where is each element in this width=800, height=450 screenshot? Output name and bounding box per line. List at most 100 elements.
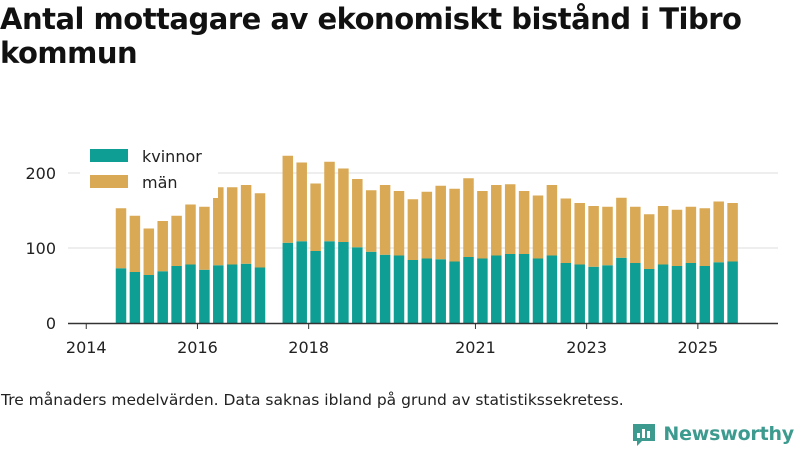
bar-kvinnor xyxy=(226,264,238,323)
bar-kvinnor xyxy=(630,263,641,323)
bar-kvinnor xyxy=(157,271,168,323)
bar-man xyxy=(199,206,210,270)
bar-kvinnor xyxy=(602,265,613,323)
bar-kvinnor xyxy=(643,269,655,323)
bar-kvinnor xyxy=(143,275,155,323)
bar-kvinnor xyxy=(393,255,405,323)
bar-man xyxy=(296,162,307,242)
bar-kvinnor xyxy=(213,265,224,323)
legend-swatch-man xyxy=(90,175,128,188)
brand-name: Newsworthy xyxy=(663,423,794,445)
bar-man xyxy=(407,199,419,260)
bar-kvinnor xyxy=(574,264,585,323)
bar-kvinnor xyxy=(282,242,294,323)
bar-kvinnor xyxy=(616,257,627,323)
bar-man xyxy=(463,178,474,257)
bar-man xyxy=(588,206,599,267)
bar-kvinnor xyxy=(518,254,530,323)
x-tick-label: 2023 xyxy=(566,338,607,357)
y-tick-label: 100 xyxy=(25,239,56,258)
bar-man xyxy=(518,191,530,254)
bar-man xyxy=(685,206,697,263)
bar-man xyxy=(671,209,683,266)
bar-man xyxy=(699,208,711,266)
bar-kvinnor xyxy=(699,266,711,323)
bar-man xyxy=(254,193,266,268)
bar-man xyxy=(226,187,238,265)
bar-man xyxy=(713,201,724,263)
legend-swatch-kvinnor xyxy=(90,149,128,162)
bar-kvinnor xyxy=(185,264,196,323)
bar-man xyxy=(213,187,224,266)
bar-man xyxy=(532,195,544,259)
bar-man xyxy=(491,185,502,256)
bar-man xyxy=(393,191,405,256)
bar-man xyxy=(324,161,335,242)
bar-chart-logo-icon xyxy=(633,424,656,446)
bar-kvinnor xyxy=(477,258,488,323)
x-tick-label: 2021 xyxy=(455,338,496,357)
bar-man xyxy=(727,203,738,262)
bar-kvinnor xyxy=(115,268,127,323)
x-tick-label: 2025 xyxy=(677,338,718,357)
bar-kvinnor xyxy=(657,264,669,323)
bar-man xyxy=(630,206,641,263)
bar-man xyxy=(602,206,613,266)
x-tick-label: 2018 xyxy=(288,338,329,357)
bar-kvinnor xyxy=(254,267,266,323)
x-tick-label: 2014 xyxy=(66,338,107,357)
legend-label-man: män xyxy=(142,173,178,192)
bar-man xyxy=(546,185,558,256)
footnote: Tre månaders medelvärden. Data saknas ib… xyxy=(1,391,624,409)
legend-label-kvinnor: kvinnor xyxy=(142,147,202,166)
y-tick-label: 0 xyxy=(46,314,56,333)
bar-kvinnor xyxy=(504,254,516,323)
bar-man xyxy=(657,206,669,265)
brand[interactable]: Newsworthy xyxy=(631,419,794,449)
bar-man xyxy=(338,168,349,242)
bar-kvinnor xyxy=(463,257,474,323)
bar-man xyxy=(282,155,294,243)
bar-man xyxy=(421,191,433,259)
bar-kvinnor xyxy=(449,261,460,323)
bar-kvinnor xyxy=(379,254,391,323)
bar-kvinnor xyxy=(338,242,349,323)
bar-kvinnor xyxy=(560,263,572,323)
bar-kvinnor xyxy=(324,241,335,323)
bar-kvinnor xyxy=(365,251,377,323)
bar-kvinnor xyxy=(199,269,210,323)
bar-man xyxy=(449,188,460,262)
bar-man xyxy=(560,198,572,263)
bar-kvinnor xyxy=(671,266,683,323)
bar-man xyxy=(157,221,168,272)
bar-kvinnor xyxy=(421,258,433,323)
bar-kvinnor xyxy=(129,272,141,323)
bar-man xyxy=(616,197,627,258)
bar-kvinnor xyxy=(727,261,738,323)
bar-kvinnor xyxy=(546,255,558,323)
bar-man xyxy=(352,179,363,248)
bar-man xyxy=(435,185,446,260)
y-tick-label: 200 xyxy=(25,164,56,183)
bar-man xyxy=(504,184,516,254)
bar-man xyxy=(185,204,196,265)
bar-kvinnor xyxy=(685,263,697,323)
x-tick-label: 2016 xyxy=(177,338,218,357)
bar-kvinnor xyxy=(296,241,307,323)
bar-man xyxy=(171,215,182,266)
bar-man xyxy=(574,203,585,265)
bar-kvinnor xyxy=(713,262,724,323)
bar-kvinnor xyxy=(171,266,182,323)
bar-man xyxy=(379,185,391,255)
chart-title: Antal mottagare av ekonomiskt bistånd i … xyxy=(0,2,742,70)
bar-man xyxy=(310,183,321,251)
bar-kvinnor xyxy=(240,263,252,323)
bar-kvinnor xyxy=(435,259,446,323)
bar-kvinnor xyxy=(310,251,321,323)
bar-man xyxy=(143,228,155,275)
bar-man xyxy=(643,214,655,269)
bar-kvinnor xyxy=(407,260,419,323)
bar-kvinnor xyxy=(532,258,544,323)
bar-man xyxy=(240,185,252,264)
